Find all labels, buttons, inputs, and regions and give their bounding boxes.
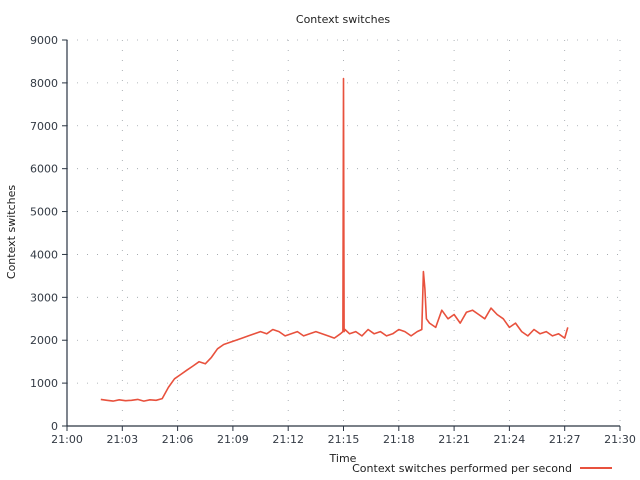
y-tick-label: 9000 bbox=[30, 34, 58, 47]
y-tick-label: 5000 bbox=[30, 206, 58, 219]
x-tick-label: 21:18 bbox=[383, 433, 415, 446]
x-tick-label: 21:24 bbox=[494, 433, 526, 446]
series-lines bbox=[100, 77, 569, 402]
y-tick-label: 6000 bbox=[30, 163, 58, 176]
y-tick-label: 1000 bbox=[30, 377, 58, 390]
x-tick-label: 21:27 bbox=[549, 433, 581, 446]
legend-label: Context switches performed per second bbox=[352, 462, 572, 475]
y-tick-label: 0 bbox=[51, 420, 58, 433]
x-axis-label: Time bbox=[329, 452, 357, 465]
x-tick-label: 21:15 bbox=[328, 433, 360, 446]
y-tick-label: 7000 bbox=[30, 120, 58, 133]
x-tick-label: 21:03 bbox=[106, 433, 138, 446]
series-line bbox=[100, 77, 569, 402]
y-axis-ticks: 0 1000 2000 3000 4000 5000 6000 7000 8000 9000 bbox=[30, 34, 67, 433]
x-tick-label: 21:12 bbox=[272, 433, 304, 446]
chart-title: Context switches bbox=[296, 13, 390, 26]
x-tick-label: 21:30 bbox=[604, 433, 636, 446]
y-tick-label: 2000 bbox=[30, 334, 58, 347]
y-tick-label: 8000 bbox=[30, 77, 58, 90]
y-tick-label: 4000 bbox=[30, 248, 58, 261]
y-tick-label: 3000 bbox=[30, 291, 58, 304]
legend: Context switches performed per second bbox=[352, 462, 612, 475]
x-tick-label: 21:09 bbox=[217, 433, 249, 446]
x-tick-label: 21:06 bbox=[162, 433, 194, 446]
x-axis-ticks: 21:00 21:03 21:06 21:09 21:12 21:15 21:18 21:21… bbox=[51, 426, 636, 446]
grid-lines bbox=[67, 39, 621, 426]
x-tick-label: 21:21 bbox=[438, 433, 470, 446]
y-axis-label: Context switches bbox=[5, 185, 18, 279]
x-tick-label: 21:00 bbox=[51, 433, 83, 446]
